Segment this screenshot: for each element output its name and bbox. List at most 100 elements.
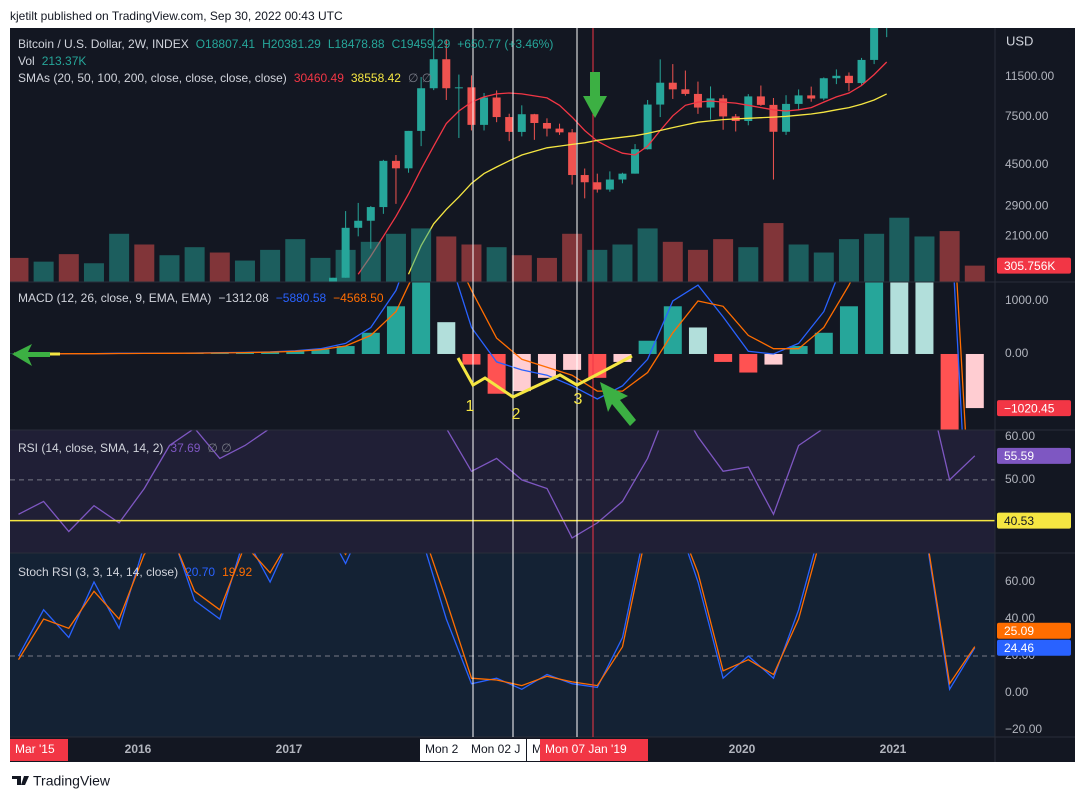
volume-bar [285, 239, 306, 282]
pane [10, 217, 985, 282]
volume-bar [587, 249, 608, 282]
macd-histogram [890, 282, 909, 354]
time-marker [10, 739, 68, 761]
macd-histogram [688, 327, 707, 354]
price-marker [997, 257, 1071, 274]
volume-bar [536, 257, 557, 282]
volume-bar [486, 247, 507, 282]
publish-header: kjetilt published on TradingView.com, Se… [10, 9, 343, 23]
candle-body [329, 277, 338, 282]
candle-body [505, 117, 514, 132]
volume-bar [436, 236, 457, 282]
x-tick-label: 2016 [125, 742, 152, 756]
macd-histogram [487, 353, 506, 394]
volume-bar [864, 233, 885, 282]
volume-bar [838, 239, 859, 282]
indicator-line [407, 93, 887, 275]
indicator-line [357, 61, 888, 275]
macd-histogram [386, 306, 405, 354]
volume-bar [637, 228, 658, 282]
volume-bar [411, 228, 432, 282]
volume-bar [109, 233, 130, 282]
macd-histogram [915, 282, 934, 354]
macd-histogram [563, 353, 582, 370]
macd-histogram [311, 349, 330, 354]
candle-body [794, 95, 803, 104]
legend-text: O18807.41 [196, 37, 256, 51]
volume-bar [234, 260, 255, 282]
macd-histogram [336, 346, 355, 354]
candle-body [492, 97, 501, 118]
macd-histogram [613, 353, 632, 362]
arrow [583, 72, 607, 118]
y-tick-label: 0.00 [1005, 685, 1029, 699]
candle-body [744, 96, 753, 122]
candle-body [807, 95, 816, 99]
volume-bar [134, 244, 155, 282]
candle-body [756, 96, 765, 105]
macd-histogram [940, 353, 959, 430]
volume-bar [713, 239, 734, 282]
candle-body [857, 59, 866, 84]
pane [10, 553, 995, 737]
price-marker [997, 400, 1071, 417]
price-marker-label: 25.09 [1004, 624, 1034, 638]
y-tick-label: 2900.00 [1005, 198, 1049, 212]
arrow [600, 382, 636, 426]
time-marker [540, 739, 648, 761]
candle-body [769, 104, 778, 132]
candle-body [693, 93, 702, 108]
candle-body [354, 220, 363, 228]
candle-body [417, 88, 426, 131]
footer-logo: TradingView [33, 773, 111, 789]
price-marker-label: 40.53 [1004, 514, 1034, 528]
y-tick-label: 60.00 [1005, 574, 1035, 588]
volume-bar [209, 252, 230, 282]
pane-background [10, 430, 995, 553]
legend-text: L18478.88 [328, 37, 385, 51]
candle-body [605, 179, 614, 190]
candle-body [555, 128, 564, 133]
macd-histogram [965, 353, 984, 409]
candle-body [442, 59, 451, 89]
volume-bar [511, 255, 532, 282]
candle-body [656, 82, 665, 105]
y-tick-label: 4500.00 [1005, 157, 1049, 171]
candle-body [391, 160, 400, 169]
indicator-line [17, 553, 976, 692]
chart-frame [10, 28, 1075, 762]
legend-text: +650.77 (+3.46%) [457, 37, 553, 51]
volume-bar [964, 265, 985, 282]
volume-bar [562, 233, 583, 282]
legend-text: 30460.49 [294, 71, 344, 85]
price-marker [997, 639, 1071, 656]
candle-body [643, 104, 652, 150]
candle-body [530, 114, 539, 123]
time-marker-label: Mon 02 J [471, 742, 520, 756]
volume-bar [58, 254, 79, 282]
candle-body [580, 175, 589, 183]
candle-body [832, 75, 841, 79]
pane [10, 282, 984, 430]
x-tick-label: 2017 [276, 742, 303, 756]
price-marker [997, 512, 1071, 529]
macd-histogram [638, 340, 657, 354]
macd-histogram [412, 282, 431, 354]
x-tick-label: 2020 [729, 742, 756, 756]
annotation-label: 2 [512, 406, 521, 423]
volume-bar [763, 223, 784, 282]
legend-text: ∅ ∅ [207, 441, 231, 455]
volume-bar [939, 231, 960, 282]
macd-histogram [839, 306, 858, 354]
y-tick-label: 11500.00 [1005, 69, 1054, 83]
price-marker-label: 305.756K [1004, 259, 1055, 273]
volume-bar [914, 236, 935, 282]
legend-text: Bitcoin / U.S. Dollar, 2W, INDEX [18, 37, 189, 51]
y-tick-label: 50.00 [1005, 472, 1035, 486]
legend-text: −1312.08 [218, 291, 269, 305]
macd-histogram [462, 353, 481, 365]
legend-text: C19459.29 [392, 37, 451, 51]
candle-body [429, 59, 438, 89]
